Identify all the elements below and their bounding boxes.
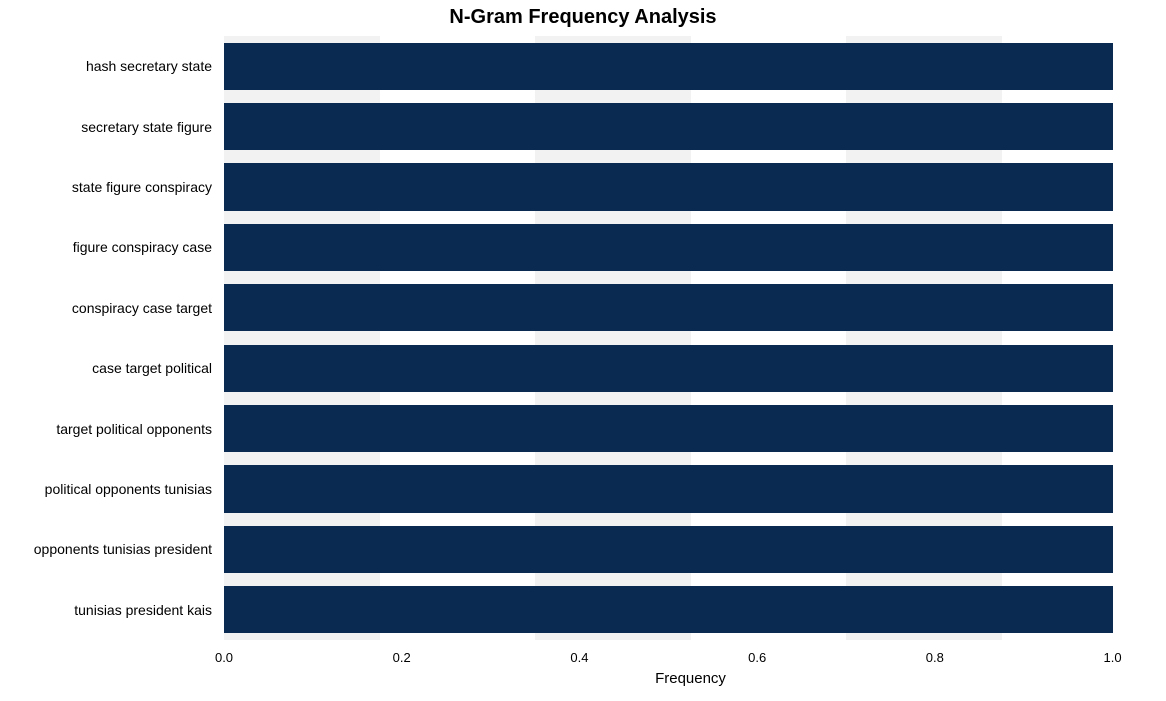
x-tick-label: 0.8 xyxy=(926,650,944,665)
bars-layer xyxy=(224,36,1157,640)
bar xyxy=(224,526,1113,573)
x-tick-label: 0.0 xyxy=(215,650,233,665)
y-tick-label: state figure conspiracy xyxy=(72,179,212,195)
bar xyxy=(224,345,1113,392)
y-tick-label: conspiracy case target xyxy=(72,300,212,316)
y-tick-label: figure conspiracy case xyxy=(73,239,212,255)
y-tick-label: secretary state figure xyxy=(81,119,212,135)
bar xyxy=(224,43,1113,90)
bar xyxy=(224,103,1113,150)
y-axis-labels: hash secretary state secretary state figu… xyxy=(0,36,224,640)
x-axis-ticks: 0.00.20.40.60.81.0 xyxy=(224,640,1157,670)
x-axis-label: Frequency xyxy=(224,670,1157,687)
y-tick-label: target political opponents xyxy=(56,421,212,437)
x-tick-label: 0.2 xyxy=(393,650,411,665)
bar xyxy=(224,224,1113,271)
ngram-chart: N-Gram Frequency Analysis hash secretary… xyxy=(0,0,1166,701)
x-tick-label: 0.4 xyxy=(570,650,588,665)
y-tick-label: hash secretary state xyxy=(86,58,212,74)
chart-title: N-Gram Frequency Analysis xyxy=(0,6,1166,29)
y-tick-label: tunisias president kais xyxy=(74,602,212,618)
x-tick-label: 0.6 xyxy=(748,650,766,665)
bar xyxy=(224,465,1113,512)
y-tick-label: case target political xyxy=(92,360,212,376)
bar xyxy=(224,284,1113,331)
bar xyxy=(224,405,1113,452)
y-tick-label: opponents tunisias president xyxy=(34,541,212,557)
x-tick-label: 1.0 xyxy=(1104,650,1122,665)
y-tick-label: political opponents tunisias xyxy=(45,481,212,497)
bar xyxy=(224,163,1113,210)
bar xyxy=(224,586,1113,633)
